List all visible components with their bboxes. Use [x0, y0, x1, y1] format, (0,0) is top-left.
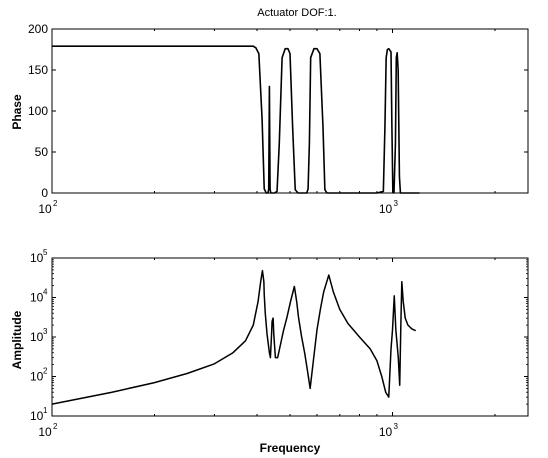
x-tick-label: 10 2 — [38, 422, 58, 439]
y-tick-label: 150 — [28, 63, 48, 77]
x-tick-base: 10 — [379, 425, 393, 439]
x-tick-exponent: 3 — [394, 422, 399, 431]
amplitude-series-line — [51, 269, 417, 405]
x-tick-base: 10 — [38, 425, 52, 439]
y-tick-base: 10 — [30, 330, 44, 344]
y-tick-exponent: 1 — [43, 406, 48, 415]
x-tick-label: 10 2 — [38, 199, 58, 216]
x-tick-base: 10 — [38, 202, 52, 216]
y-tick-exponent: 2 — [43, 367, 48, 376]
y-tick-label: 200 — [28, 22, 48, 36]
phase-title: Actuator DOF:1. — [257, 7, 336, 19]
phase-y-ticks: 0 50 100 150 200 — [28, 22, 528, 200]
x-tick-label: 10 3 — [379, 422, 399, 439]
phase-x-ticks: 10 2 10 3 — [38, 29, 496, 216]
y-tick-label: 0 — [41, 186, 48, 200]
amplitude-x-axis-label: Frequency — [260, 441, 321, 455]
amplitude-x-ticks: 10 2 10 3 — [38, 258, 496, 439]
y-tick-exponent: 3 — [43, 327, 48, 336]
y-tick-label: 10 2 — [30, 367, 48, 384]
y-tick-exponent: 5 — [43, 248, 48, 257]
y-tick-label: 50 — [35, 145, 49, 159]
y-tick-base: 10 — [30, 409, 44, 423]
y-tick-label: 10 4 — [30, 288, 48, 305]
amplitude-y-axis-label: Amplitude — [10, 310, 24, 369]
y-tick-exponent: 4 — [43, 288, 48, 297]
y-tick-label: 10 5 — [30, 248, 48, 265]
y-tick-base: 10 — [30, 370, 44, 384]
phase-y-axis-label: Phase — [10, 94, 24, 130]
x-tick-exponent: 2 — [53, 422, 58, 431]
x-tick-exponent: 3 — [394, 199, 399, 208]
y-tick-label: 10 1 — [30, 406, 48, 423]
phase-series-line — [52, 45, 420, 194]
x-tick-base: 10 — [379, 202, 393, 216]
x-tick-exponent: 2 — [53, 199, 58, 208]
y-tick-label: 10 3 — [30, 327, 48, 344]
x-tick-label: 10 3 — [379, 199, 399, 216]
y-tick-label: 100 — [28, 104, 48, 118]
amplitude-axes-box — [51, 257, 529, 417]
y-tick-base: 10 — [30, 291, 44, 305]
y-tick-base: 10 — [30, 251, 44, 265]
